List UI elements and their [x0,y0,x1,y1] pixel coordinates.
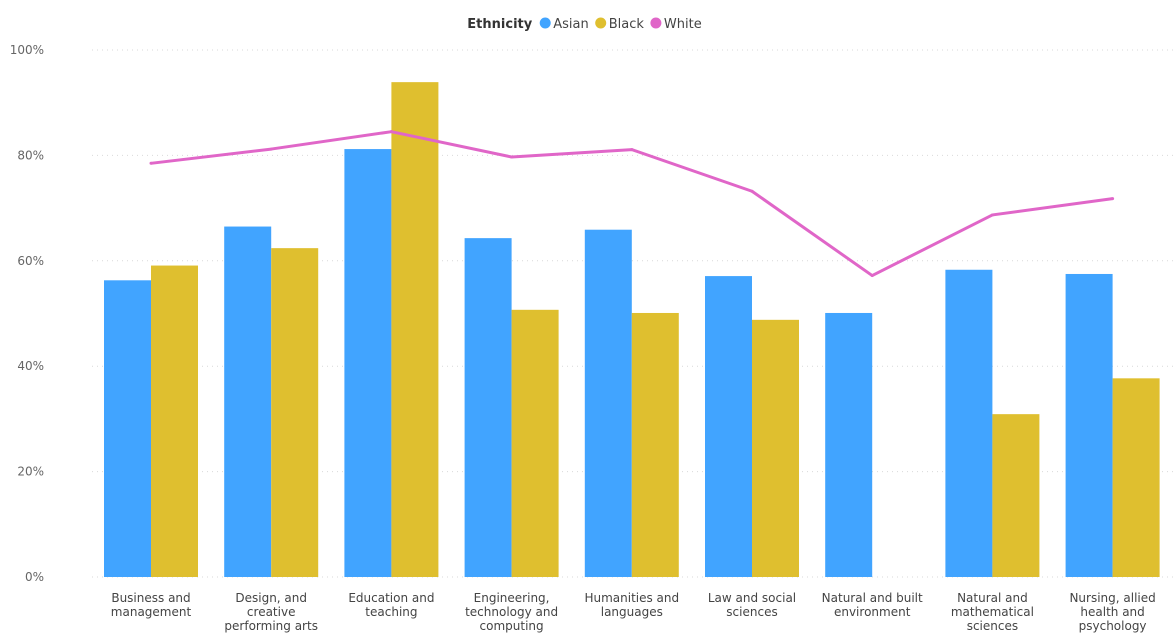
x-axis-categories: Business and management Design, and creativ… [111,591,1156,633]
bar-black [151,265,198,577]
bar-black [271,248,319,578]
x-category-label: Law and social sciences [708,591,796,619]
legend-swatch-black [595,17,607,29]
y-tick-label: 40% [17,359,44,373]
bar-black [1112,378,1160,577]
line-point-white [510,155,514,159]
x-category-label: Nursing, allied health and psychology [1069,591,1155,633]
bar-asian [224,226,272,578]
bar-black [631,312,679,577]
bar-asian [584,229,632,577]
bar-asian [705,276,752,577]
line-point-white [630,148,634,152]
bar-asian [945,269,993,577]
bar-asian [1065,273,1113,577]
line-point-white [750,189,754,193]
line-point-white [149,161,153,165]
bars [104,82,1160,578]
white-series-line [149,130,1115,278]
y-tick-label: 60% [17,254,44,268]
legend-label-white: White [664,17,702,32]
bar-asian [825,312,873,577]
y-tick-label: 100% [10,43,44,57]
line-point-white [990,213,994,217]
x-category-label: Natural and mathematical sciences [951,591,1034,633]
x-category-label: Business and management [111,591,192,619]
line-point-white [389,130,393,134]
x-category-label: Education and teaching [348,591,434,619]
bar-black [752,319,799,577]
legend-title: Ethnicity [467,17,532,32]
bar-black [391,82,439,577]
x-category-label: Natural and built environment [822,591,923,619]
legend-label-black: Black [609,17,645,32]
legend-swatch-asian [539,17,551,29]
legend-swatch-white [650,17,662,29]
line-point-white [269,147,273,151]
y-tick-label: 0% [25,570,44,584]
line-point-white [870,274,874,278]
bar-asian [344,149,392,578]
x-category-label: Engineering, technology and computing [465,591,558,633]
y-tick-label: 80% [17,148,44,162]
bar-black [992,414,1040,577]
y-axis-ticks: 0% 20% 40% 60% 80% 100% [10,43,44,584]
bar-asian [104,280,151,577]
x-category-label: Design, and creative performing arts [224,591,318,633]
y-tick-label: 20% [17,465,44,479]
legend: Ethnicity Asian Black White [467,17,701,32]
line-point-white [1111,197,1115,201]
bar-black [511,309,559,577]
bar-asian [464,238,512,577]
x-category-label: Humanities and languages [584,591,679,619]
legend-label-asian: Asian [553,17,588,32]
